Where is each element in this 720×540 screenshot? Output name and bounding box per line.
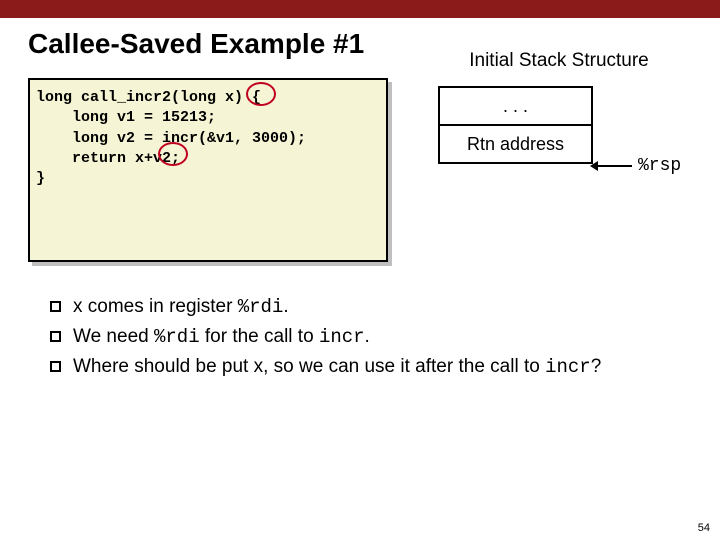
bullet-2-reg: %rdi: [154, 326, 200, 348]
bullet-3: Where should be put x, so we can use it …: [50, 356, 692, 378]
bullet-marker-icon: [50, 361, 61, 372]
stack-title: Initial Stack Structure: [426, 50, 692, 72]
bullet-1: x comes in register %rdi.: [50, 296, 692, 318]
bullet-marker-icon: [50, 301, 61, 312]
bullet-2-text-c: for the call to: [200, 326, 319, 347]
bullet-1-reg: %rdi: [238, 296, 284, 318]
stack-area: Initial Stack Structure . . . Rtn addres…: [426, 78, 692, 164]
slide-body: Callee-Saved Example #1 long call_incr2(…: [0, 18, 720, 378]
code-line-1a: long call_incr2(long: [36, 89, 225, 106]
bullet-1-text-a: x comes in register: [73, 296, 238, 317]
bullet-2-text-e: .: [365, 326, 370, 347]
page-number: 54: [698, 522, 710, 534]
content-row: long call_incr2(long x) { long v1 = 1521…: [28, 78, 692, 262]
code-line-4b: x: [135, 150, 144, 167]
bullet-2-text-a: We need: [73, 326, 154, 347]
code-line-4a: return: [36, 150, 135, 167]
stack-box: . . . Rtn address: [438, 86, 593, 164]
bullet-marker-icon: [50, 331, 61, 342]
bullet-3-text-c: ?: [591, 356, 602, 377]
stack-cell-dots: . . .: [438, 88, 593, 126]
bullet-list: x comes in register %rdi. We need %rdi f…: [28, 296, 692, 378]
bullet-2-fn: incr: [319, 326, 365, 348]
bullet-1-text-c: .: [283, 296, 288, 317]
bullet-3-fn: incr: [545, 356, 591, 378]
code-box: long call_incr2(long x) { long v1 = 1521…: [28, 78, 388, 262]
circle-highlight-x-return: [158, 142, 188, 166]
rsp-pointer: %rsp: [596, 156, 681, 176]
circle-highlight-x-param: [246, 82, 276, 106]
arrow-icon: [596, 165, 632, 167]
code-line-1b: x: [225, 89, 234, 106]
header-bar: [0, 0, 720, 18]
code-line-5: }: [36, 170, 45, 187]
bullet-2: We need %rdi for the call to incr.: [50, 326, 692, 348]
stack-cell-rtn: Rtn address: [438, 126, 593, 164]
bullet-3-text-a: Where should be put x, so we can use it …: [73, 356, 545, 377]
code-line-2: long v1 = 15213;: [36, 109, 216, 126]
rsp-label: %rsp: [638, 156, 681, 176]
